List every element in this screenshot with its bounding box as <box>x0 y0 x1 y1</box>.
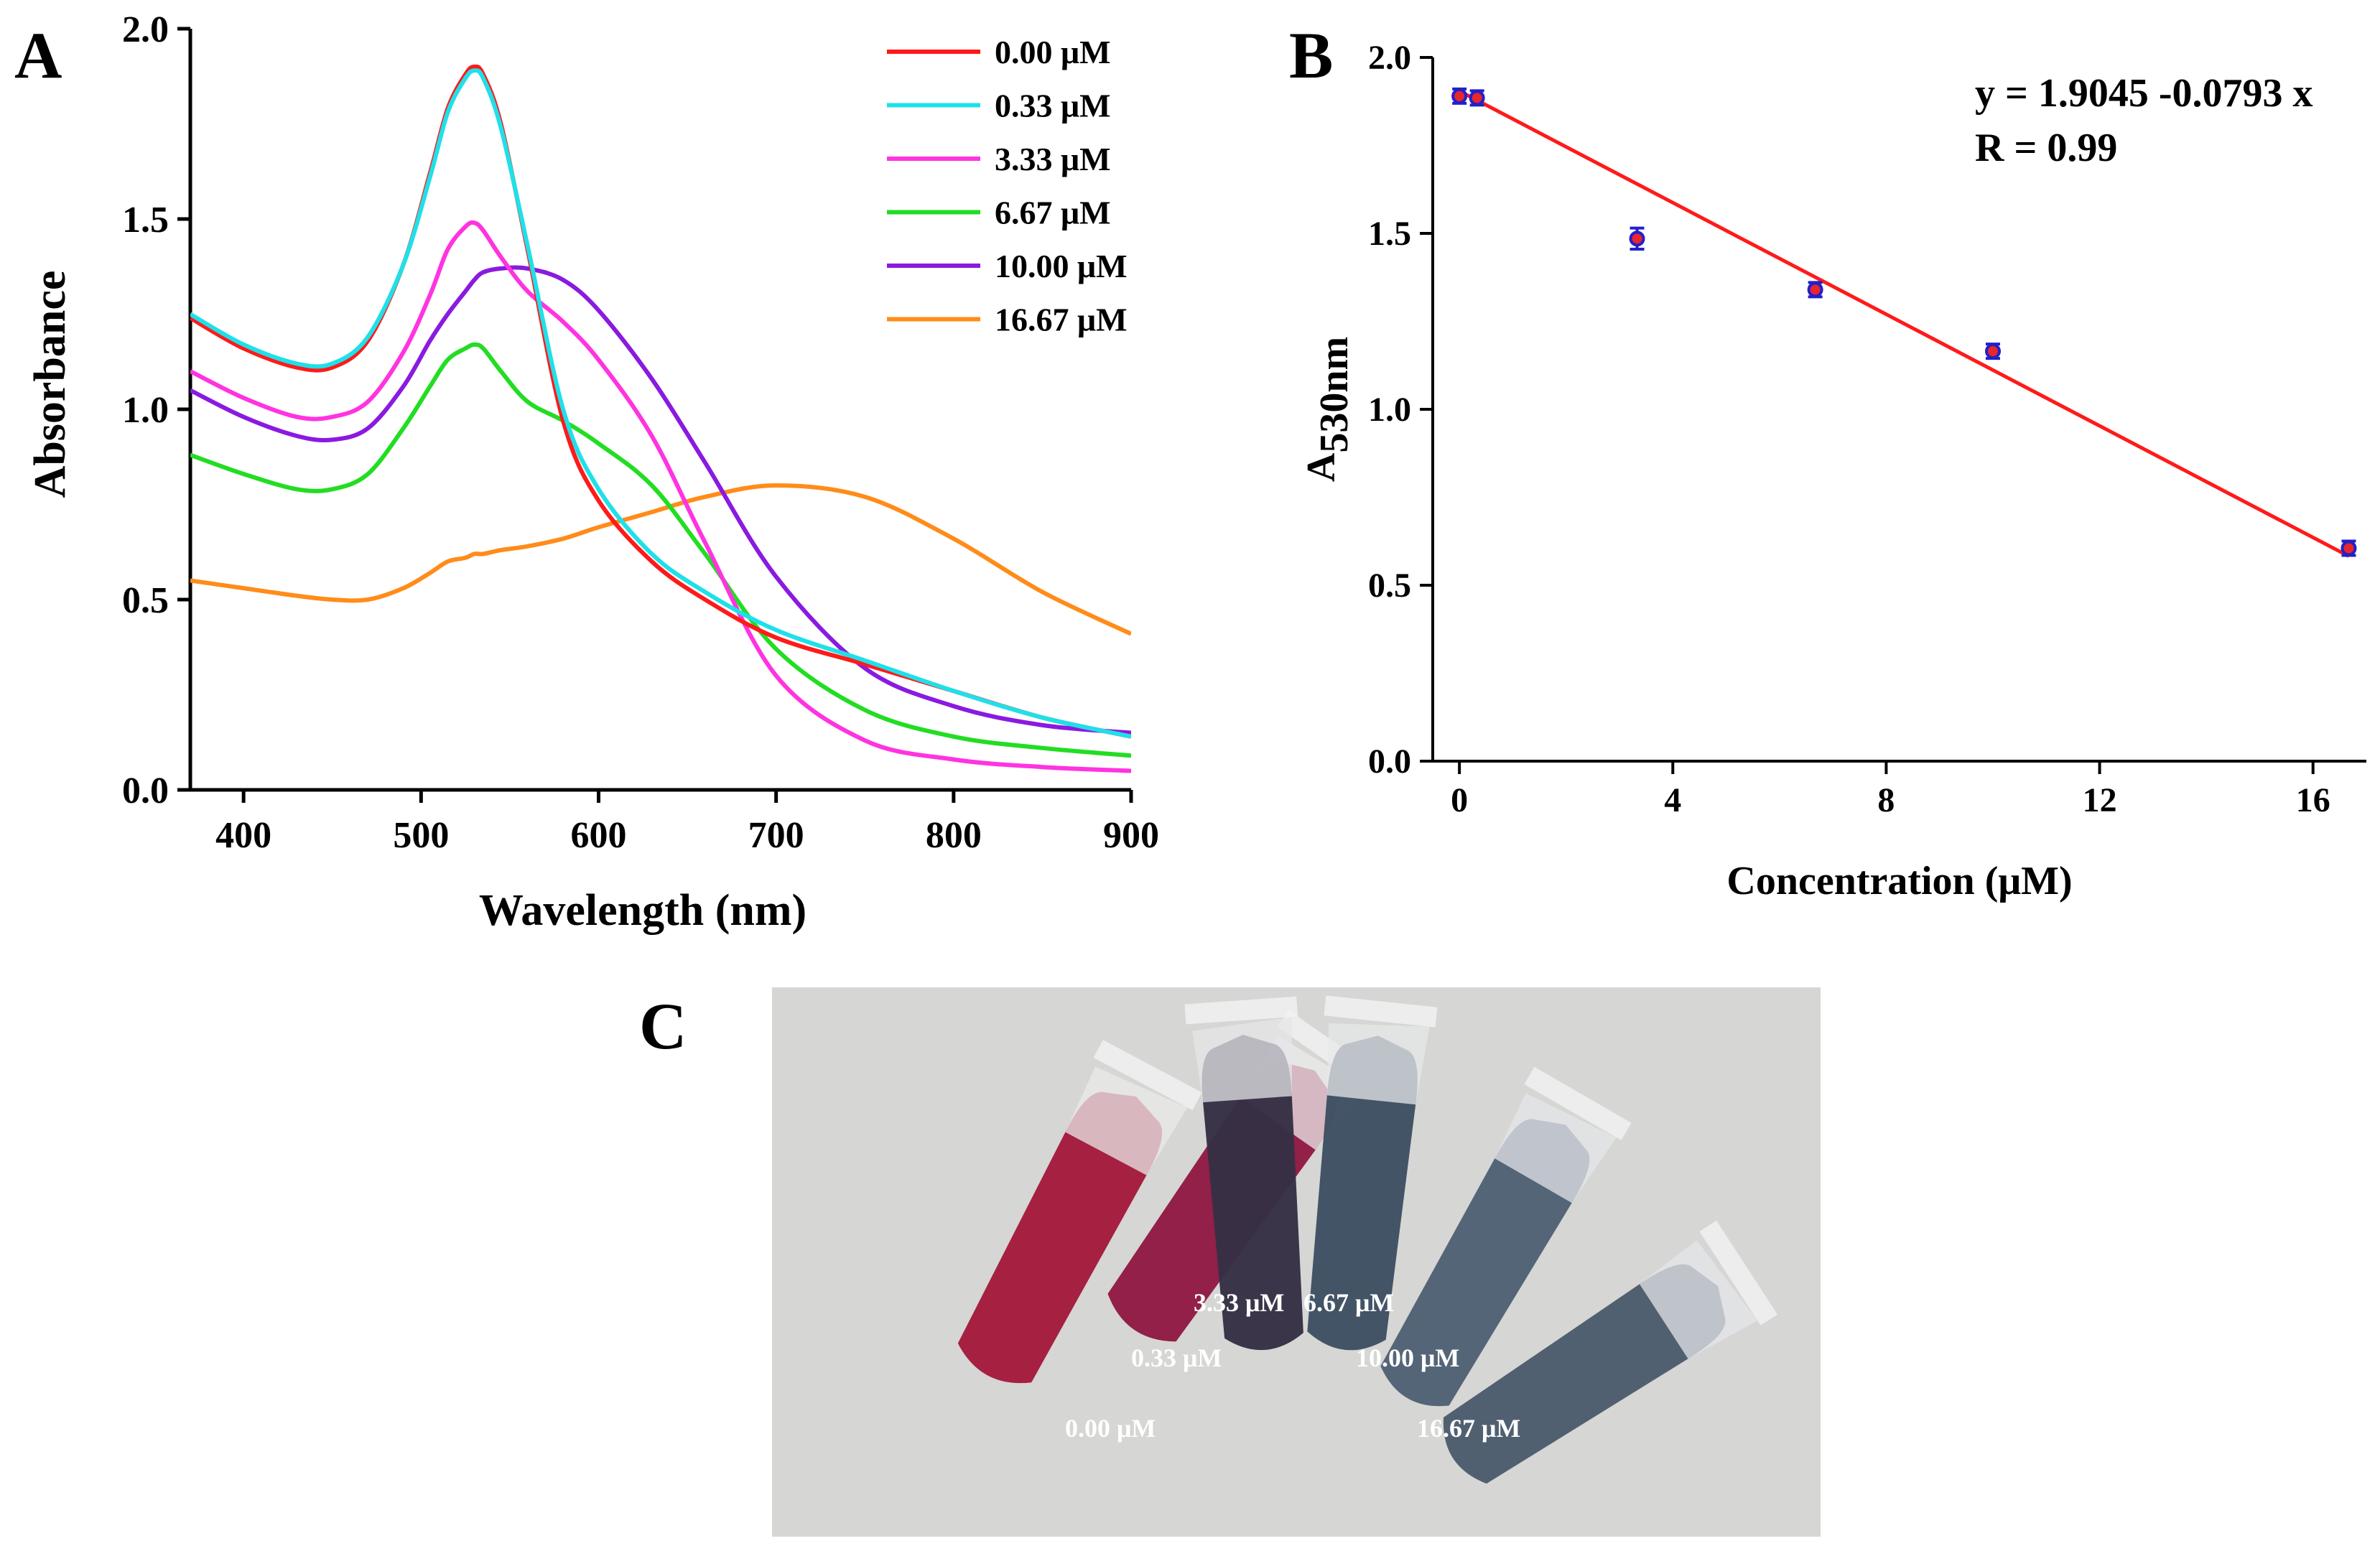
panel-b-y-axis-label-main: A <box>1299 452 1344 482</box>
b-x-tick-label: 16 <box>2296 781 2330 819</box>
tube-3-33 <box>1184 996 1303 1351</box>
b-y-tick-label: 1.0 <box>1368 391 1411 429</box>
a-series-line-1 <box>190 68 1131 739</box>
a-x-tick-label: 700 <box>748 815 804 856</box>
b-data-point <box>1469 90 1485 106</box>
panel-b: B 0.0 0.5 1.0 1.5 2.0 0 4 8 12 16 Concentration (… <box>1289 19 2366 903</box>
a-x-tick-label: 400 <box>215 815 271 856</box>
panel-a: A 0.0 0.5 1.0 1.5 2.0 400 500 600 700 800 900 Wave… <box>14 9 1159 935</box>
a-legend-label-4: 10.00 μM <box>995 248 1128 284</box>
tube-16-67 <box>1443 1220 1777 1484</box>
a-series-line-5 <box>190 483 1131 636</box>
tube-6-67 <box>1307 995 1438 1351</box>
panel-a-axes <box>177 27 1133 803</box>
a-y-tick-label: 2.0 <box>122 9 169 50</box>
panel-c-label: C <box>639 989 687 1063</box>
panel-b-label: B <box>1289 19 1333 92</box>
panel-b-y-axis-label-sub: 530nm <box>1312 337 1357 453</box>
a-x-tick-label: 500 <box>393 815 449 856</box>
tube-label-5: 16.67 μM <box>1417 1414 1520 1443</box>
panel-c: C <box>639 987 1821 1537</box>
tube-label-1: 0.33 μM <box>1131 1344 1222 1372</box>
panel-b-x-axis-label: Concentration (μM) <box>1726 859 2072 903</box>
a-x-tick-label: 600 <box>570 815 626 856</box>
panel-b-tick-labels: 0.0 0.5 1.0 1.5 2.0 0 4 8 12 16 <box>1368 39 2330 819</box>
panel-b-fit-layer <box>1458 89 2350 558</box>
b-y-tick-label: 2.0 <box>1368 39 1411 77</box>
a-legend-label-0: 0.00 μM <box>995 34 1111 70</box>
tube-label-0: 0.00 μM <box>1065 1414 1156 1443</box>
b-y-tick-label: 0.5 <box>1368 567 1411 605</box>
a-legend-label-2: 3.33 μM <box>995 141 1111 177</box>
panel-a-label: A <box>14 19 62 92</box>
b-fit-line <box>1458 89 2350 558</box>
panel-b-r-value: R = 0.99 <box>1975 126 2117 170</box>
a-legend-label-3: 6.67 μM <box>995 195 1111 231</box>
a-y-tick-label: 0.0 <box>122 770 169 811</box>
b-y-tick-label: 1.5 <box>1368 215 1411 253</box>
a-legend-label-1: 0.33 μM <box>995 88 1111 124</box>
panel-a-series-lines <box>190 64 1131 773</box>
photo-tubes <box>957 995 1777 1484</box>
b-data-point <box>1451 88 1468 104</box>
a-y-tick-label: 0.5 <box>122 580 169 621</box>
panel-a-legend: 0.00 μM 0.33 μM 3.33 μM 6.67 μM 10.00 μM 16.6… <box>887 34 1128 338</box>
panel-b-axes <box>1420 56 2366 774</box>
b-x-tick-label: 8 <box>1877 781 1895 819</box>
panel-b-y-axis-label: A530nm <box>1299 337 1357 482</box>
b-data-point <box>1807 281 1823 298</box>
panel-b-points <box>1451 87 2357 557</box>
tube-label-4: 10.00 μM <box>1356 1344 1459 1372</box>
b-x-tick-label: 12 <box>2083 781 2117 819</box>
b-y-tick-label: 0.0 <box>1368 742 1411 781</box>
photo-labels: 0.00 μM 0.33 μM 3.33 μM 6.67 μM 10.00 μM… <box>1065 1288 1520 1443</box>
tube-0-00 <box>957 1040 1202 1384</box>
b-x-tick-label: 0 <box>1451 781 1468 819</box>
panel-a-y-axis-label: Absorbance <box>26 271 75 498</box>
panel-a-tick-labels: 0.0 0.5 1.0 1.5 2.0 400 500 600 700 800 900 <box>122 9 1159 856</box>
a-x-tick-label: 900 <box>1103 815 1159 856</box>
a-series-line-0 <box>190 64 1131 739</box>
a-legend-label-5: 16.67 μM <box>995 302 1128 338</box>
a-x-tick-label: 800 <box>926 815 982 856</box>
panel-b-equation: y = 1.9045 -0.0793 x <box>1975 71 2313 116</box>
panel-a-x-axis-label: Wavelength (nm) <box>479 886 806 935</box>
a-y-tick-label: 1.0 <box>122 390 169 431</box>
a-y-tick-label: 1.5 <box>122 200 169 241</box>
tube-10-00 <box>1380 1066 1632 1407</box>
b-data-point <box>1629 230 1645 247</box>
b-data-point <box>1985 343 2001 360</box>
a-series-line-4 <box>190 265 1131 735</box>
b-data-point <box>2341 540 2357 557</box>
tube-label-3: 6.67 μM <box>1303 1288 1394 1317</box>
a-series-line-2 <box>190 220 1131 773</box>
tube-label-2: 3.33 μM <box>1194 1288 1284 1317</box>
a-series-line-3 <box>190 342 1131 758</box>
b-x-tick-label: 4 <box>1664 781 1681 819</box>
